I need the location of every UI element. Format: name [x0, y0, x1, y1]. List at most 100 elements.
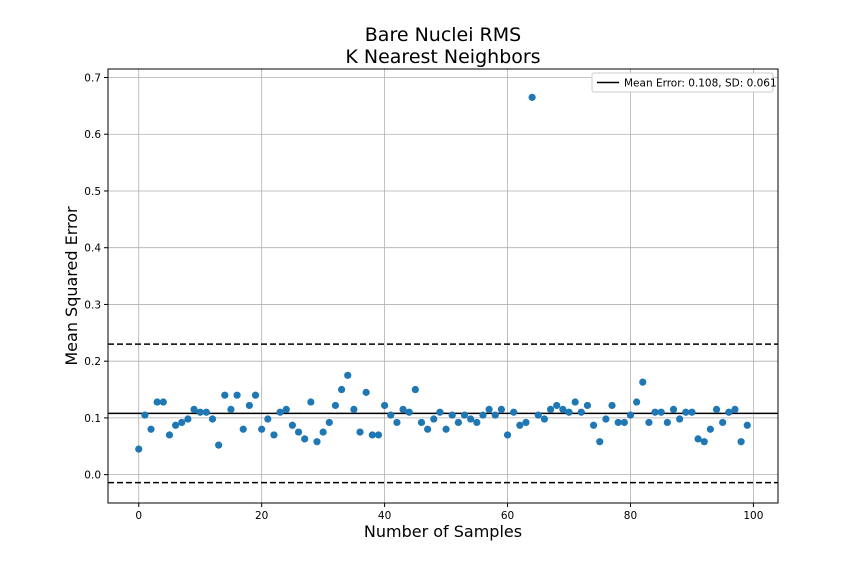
y-tick-label: 0.2 — [84, 356, 101, 368]
data-point — [135, 445, 143, 453]
data-point — [633, 398, 641, 406]
data-point — [540, 415, 549, 423]
x-tick-label: 40 — [378, 510, 391, 522]
data-point — [479, 411, 487, 419]
data-point — [454, 418, 462, 427]
data-point — [393, 418, 401, 427]
y-tick-label: 0.7 — [84, 73, 101, 85]
data-point — [350, 405, 358, 413]
data-point — [424, 425, 432, 433]
data-point — [620, 418, 628, 427]
y-axis-label: Mean Squared Error — [62, 206, 81, 366]
data-point — [141, 411, 149, 419]
data-point — [405, 408, 413, 416]
data-point — [381, 401, 389, 410]
data-point — [743, 421, 751, 429]
data-point — [319, 428, 327, 436]
data-point — [227, 405, 235, 413]
data-point — [485, 405, 493, 413]
y-tick-label: 0.5 — [84, 186, 101, 198]
data-point — [626, 411, 635, 419]
legend-entry: Mean Error: 0.108, SD: 0.061 — [624, 78, 777, 90]
data-point — [522, 418, 530, 427]
legend: Mean Error: 0.108, SD: 0.061 — [591, 72, 777, 93]
data-point — [565, 408, 573, 416]
y-tick-label: 0.6 — [84, 129, 101, 141]
data-point — [460, 411, 469, 419]
data-point — [639, 378, 647, 386]
x-tick-label: 100 — [743, 510, 763, 522]
data-point — [387, 411, 395, 419]
data-point — [534, 411, 542, 419]
data-point — [442, 425, 450, 433]
data-point — [663, 418, 671, 427]
data-point — [215, 441, 223, 449]
data-point — [208, 415, 217, 423]
data-point — [356, 428, 364, 436]
data-point — [153, 398, 161, 406]
data-point — [583, 401, 592, 410]
data-point — [571, 398, 579, 406]
data-point — [473, 418, 481, 427]
axis-ticks: 0 20 40 60 80 100 0.0 0.1 0.2 0.3 0.4 0.5 0.6 0.7 — [84, 73, 763, 522]
data-point — [258, 425, 266, 433]
data-point — [251, 391, 260, 399]
data-point — [202, 408, 210, 416]
data-point — [196, 408, 204, 416]
data-point — [430, 415, 438, 423]
data-point — [559, 405, 567, 413]
data-point — [503, 431, 512, 439]
data-points — [135, 93, 751, 453]
data-point — [325, 418, 333, 427]
data-point — [368, 431, 376, 439]
data-point — [516, 421, 524, 429]
data-point — [344, 371, 352, 379]
data-point — [719, 418, 727, 427]
data-point — [184, 415, 192, 423]
data-point — [596, 438, 604, 446]
x-tick-label: 0 — [135, 510, 142, 522]
data-point — [731, 405, 739, 413]
data-point — [700, 438, 708, 446]
data-point — [282, 405, 290, 413]
data-point — [233, 391, 241, 399]
data-point — [737, 438, 745, 446]
data-point — [602, 415, 610, 423]
data-point — [436, 408, 444, 416]
data-point — [399, 405, 407, 413]
data-point — [608, 401, 616, 410]
data-point — [676, 415, 684, 423]
data-point — [546, 405, 555, 413]
data-point — [712, 405, 721, 413]
data-point — [264, 415, 272, 423]
data-point — [725, 408, 733, 416]
data-point — [651, 408, 659, 416]
x-axis-label: Number of Samples — [364, 522, 522, 541]
data-point — [645, 418, 653, 427]
data-point — [245, 401, 253, 410]
x-tick-label: 80 — [624, 510, 637, 522]
data-point — [510, 408, 518, 416]
data-point — [165, 431, 174, 439]
data-point — [467, 415, 475, 423]
plot-frame — [107, 68, 779, 504]
data-point — [577, 408, 585, 416]
y-tick-label: 0.3 — [84, 299, 101, 311]
data-point — [448, 411, 456, 419]
data-point — [172, 421, 180, 429]
data-point — [669, 405, 678, 413]
data-point — [294, 428, 303, 436]
data-point — [288, 421, 297, 429]
data-point — [221, 391, 229, 399]
data-point — [331, 401, 340, 410]
chart-subtitle: K Nearest Neighbors — [345, 46, 540, 68]
data-point — [694, 435, 702, 443]
data-point — [706, 425, 714, 433]
data-point — [614, 418, 622, 427]
data-point — [270, 431, 278, 439]
y-tick-label: 0.4 — [84, 243, 101, 255]
data-point — [337, 385, 346, 394]
data-point — [374, 431, 383, 439]
data-point — [491, 411, 499, 419]
